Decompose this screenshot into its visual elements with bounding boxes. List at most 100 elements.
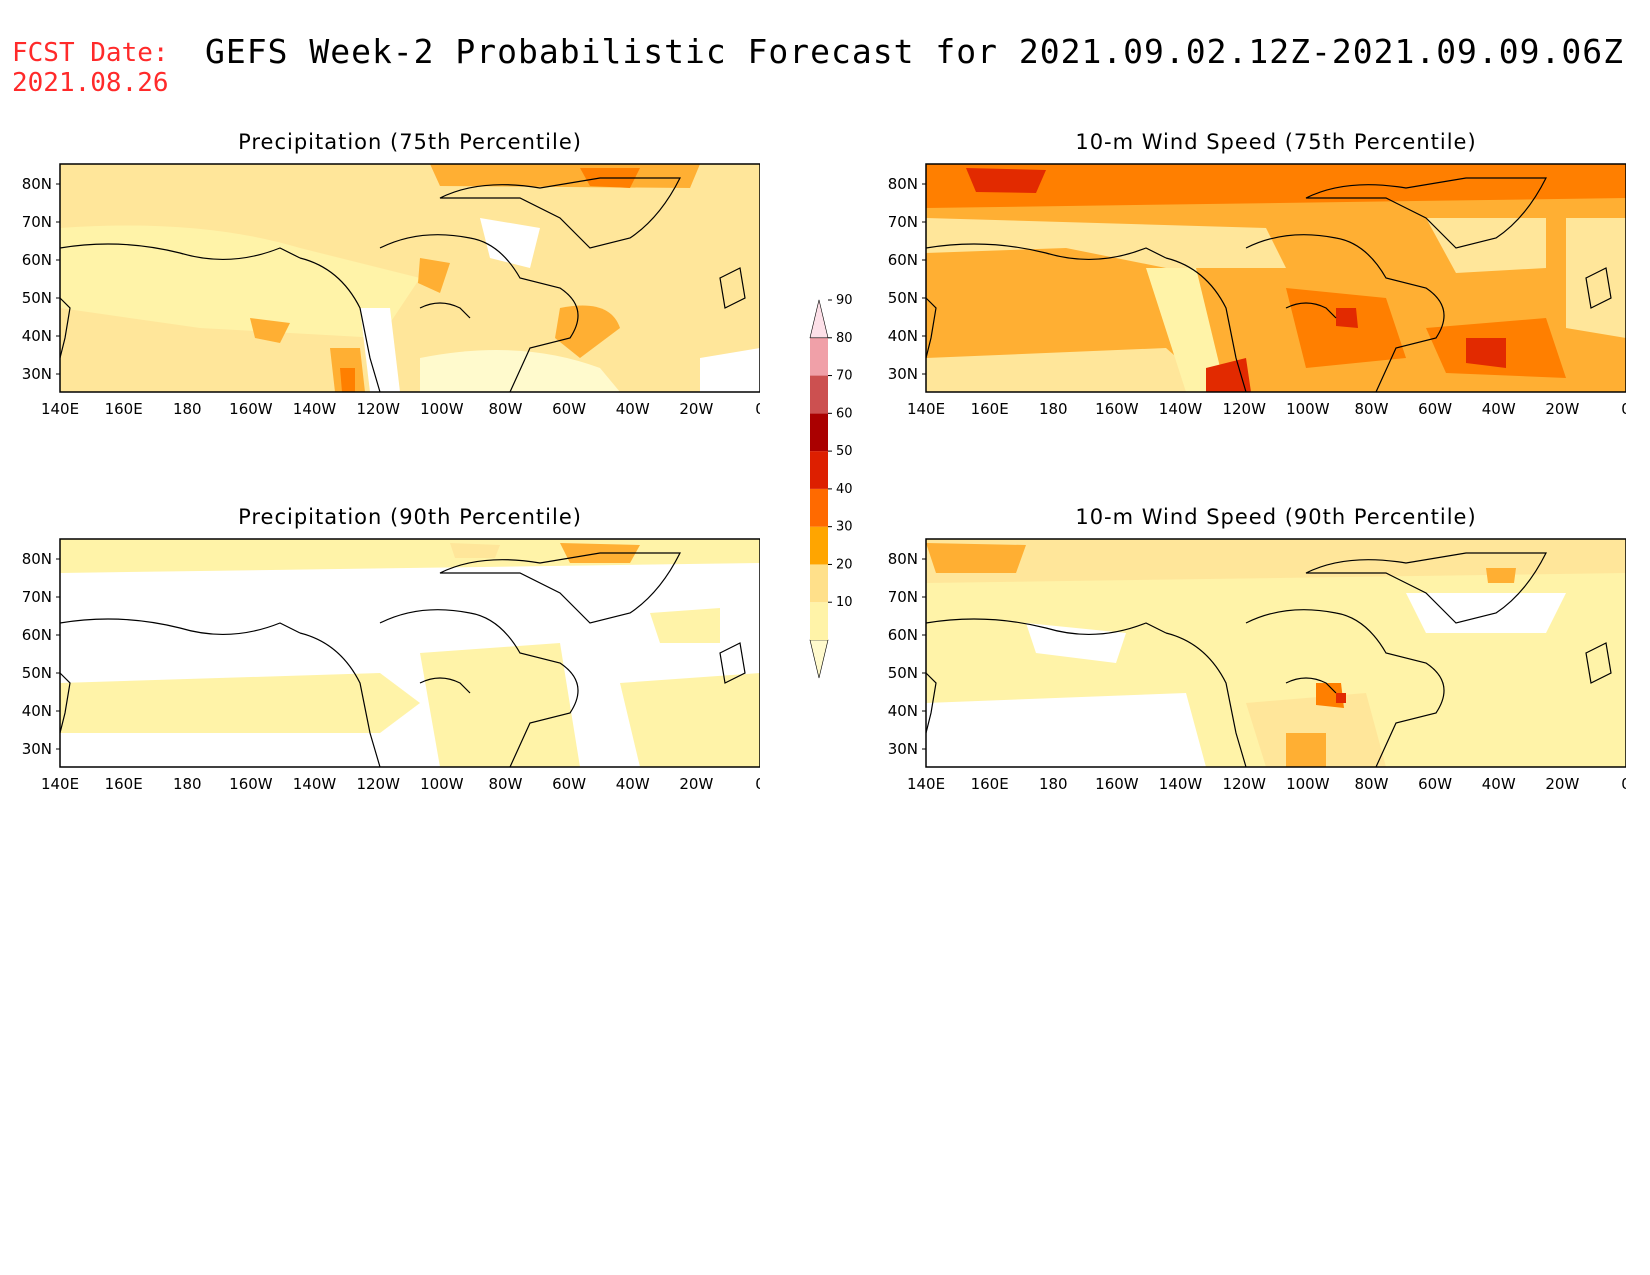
colorbar-swatch	[810, 564, 828, 603]
lon-tick-label: 160E	[971, 775, 1009, 793]
colorbar-label: 50	[836, 444, 853, 459]
lon-tick-label: 100W	[1286, 775, 1330, 793]
colorbar-label: 20	[836, 557, 853, 572]
lat-tick-label: 70N	[22, 213, 52, 231]
map-precip-90: 80N 70N 60N 50N 40N 30N 140E 160E 180 160W 140W 12…	[22, 538, 760, 793]
lat-tick-label: 50N	[888, 664, 918, 682]
lon-tick-label: 160E	[105, 775, 143, 793]
lon-tick-label: 0	[1621, 775, 1626, 793]
lat-tick-label: 30N	[22, 740, 52, 758]
lat-tick-label: 80N	[22, 175, 52, 193]
colorbar-swatch	[810, 375, 828, 414]
lon-tick-label: 20W	[1545, 775, 1579, 793]
map-wind-75: 80N 70N 60N 50N 40N 30N 140E 160E 180 160W 140W 12…	[888, 163, 1626, 418]
map-wind-90: 80N 70N 60N 50N 40N 30N 140E 160E 180 160W 140W 12…	[888, 538, 1626, 793]
page-title: GEFS Week-2 Probabilistic Forecast for 2…	[205, 32, 1625, 71]
lon-tick-label: 120W	[356, 400, 400, 418]
lat-tick-label: 70N	[888, 588, 918, 606]
lon-tick-label: 140E	[41, 400, 79, 418]
lon-tick-label: 140E	[907, 775, 945, 793]
lon-tick-label: 160W	[1095, 400, 1139, 418]
lon-tick-label: 140W	[1159, 400, 1203, 418]
colorbar: 10 20 30 40 50 60 70 80 90	[809, 293, 853, 679]
colorbar-swatch	[810, 451, 828, 489]
panel-precip-75: Precipitation (75th Percentile) 80N 70N 60…	[0, 130, 760, 430]
lon-tick-label: 140W	[293, 400, 337, 418]
lat-tick-label: 60N	[888, 251, 918, 269]
lon-tick-label: 140E	[41, 775, 79, 793]
lon-tick-label: 60W	[552, 400, 586, 418]
lon-tick-label: 80W	[1354, 400, 1388, 418]
panel-title: 10-m Wind Speed (75th Percentile)	[1075, 130, 1477, 154]
map-precip-75: 80N 70N 60N 50N 40N 30N 140E 160E 180 160W 140W 12…	[22, 163, 760, 418]
lon-tick-label: 120W	[1222, 775, 1266, 793]
lat-tick-label: 60N	[22, 626, 52, 644]
lat-tick-label: 70N	[22, 588, 52, 606]
lon-tick-label: 140E	[907, 400, 945, 418]
forecast-date-block: FCST Date: 2021.08.26	[12, 38, 169, 98]
lon-tick-label: 20W	[679, 400, 713, 418]
lat-tick-label: 80N	[888, 175, 918, 193]
lon-tick-label: 100W	[420, 775, 464, 793]
lat-tick-label: 30N	[22, 365, 52, 383]
colorbar-swatch	[810, 602, 828, 640]
lon-tick-label: 140W	[1159, 775, 1203, 793]
lon-tick-label: 160W	[229, 775, 273, 793]
lon-tick-label: 80W	[1354, 775, 1388, 793]
panel-title: Precipitation (75th Percentile)	[238, 130, 582, 154]
lat-tick-label: 60N	[22, 251, 52, 269]
lon-tick-label: 80W	[488, 775, 522, 793]
colorbar-tip	[809, 299, 829, 339]
lon-tick-label: 160E	[971, 400, 1009, 418]
lon-tick-label: 120W	[356, 775, 400, 793]
colorbar-label: 40	[836, 482, 853, 497]
lon-tick-label: 100W	[420, 400, 464, 418]
lat-tick-label: 50N	[22, 289, 52, 307]
lon-tick-label: 0	[1621, 400, 1626, 418]
lon-tick-label: 180	[173, 400, 202, 418]
lon-tick-label: 60W	[1418, 400, 1452, 418]
colorbar-label: 80	[836, 331, 853, 346]
lat-tick-label: 40N	[22, 702, 52, 720]
lat-tick-label: 40N	[888, 327, 918, 345]
lon-tick-label: 180	[1039, 775, 1068, 793]
lat-tick-label: 70N	[888, 213, 918, 231]
forecast-date-value: 2021.08.26	[12, 68, 169, 98]
panel-wind-75: 10-m Wind Speed (75th Percentile) 80N 70N…	[866, 130, 1626, 430]
colorbar-swatch	[810, 488, 828, 527]
lat-tick-label: 40N	[22, 327, 52, 345]
lat-tick-label: 80N	[888, 550, 918, 568]
colorbar-label: 60	[836, 406, 853, 421]
lat-tick-label: 80N	[22, 550, 52, 568]
colorbar-swatch	[810, 526, 828, 565]
lat-tick-label: 30N	[888, 740, 918, 758]
lon-tick-label: 160W	[229, 400, 273, 418]
colorbar-swatch	[810, 413, 828, 452]
panel-title: Precipitation (90th Percentile)	[238, 505, 582, 529]
lon-tick-label: 80W	[488, 400, 522, 418]
lat-tick-label: 40N	[888, 702, 918, 720]
panel-title: 10-m Wind Speed (90th Percentile)	[1075, 505, 1477, 529]
lon-tick-label: 0	[755, 400, 760, 418]
lon-tick-label: 140W	[293, 775, 337, 793]
lon-tick-label: 180	[1039, 400, 1068, 418]
lon-tick-label: 40W	[616, 400, 650, 418]
forecast-date-label: FCST Date:	[12, 38, 169, 68]
lon-tick-label: 60W	[552, 775, 586, 793]
colorbar-label: 90	[836, 293, 853, 308]
lon-tick-label: 160W	[1095, 775, 1139, 793]
lon-tick-label: 180	[173, 775, 202, 793]
lon-tick-label: 20W	[1545, 400, 1579, 418]
colorbar-swatch	[810, 337, 828, 376]
colorbar-label: 30	[836, 520, 853, 535]
lat-tick-label: 30N	[888, 365, 918, 383]
lon-tick-label: 120W	[1222, 400, 1266, 418]
lat-tick-label: 50N	[22, 664, 52, 682]
lon-tick-label: 20W	[679, 775, 713, 793]
panel-wind-90: 10-m Wind Speed (90th Percentile) 80N 70N…	[866, 505, 1626, 805]
panel-precip-90: Precipitation (90th Percentile) 80N 70N 60…	[0, 505, 760, 805]
colorbar-label: 10	[836, 595, 853, 610]
lat-tick-label: 60N	[888, 626, 918, 644]
lon-tick-label: 0	[755, 775, 760, 793]
colorbar-label: 70	[836, 369, 853, 384]
